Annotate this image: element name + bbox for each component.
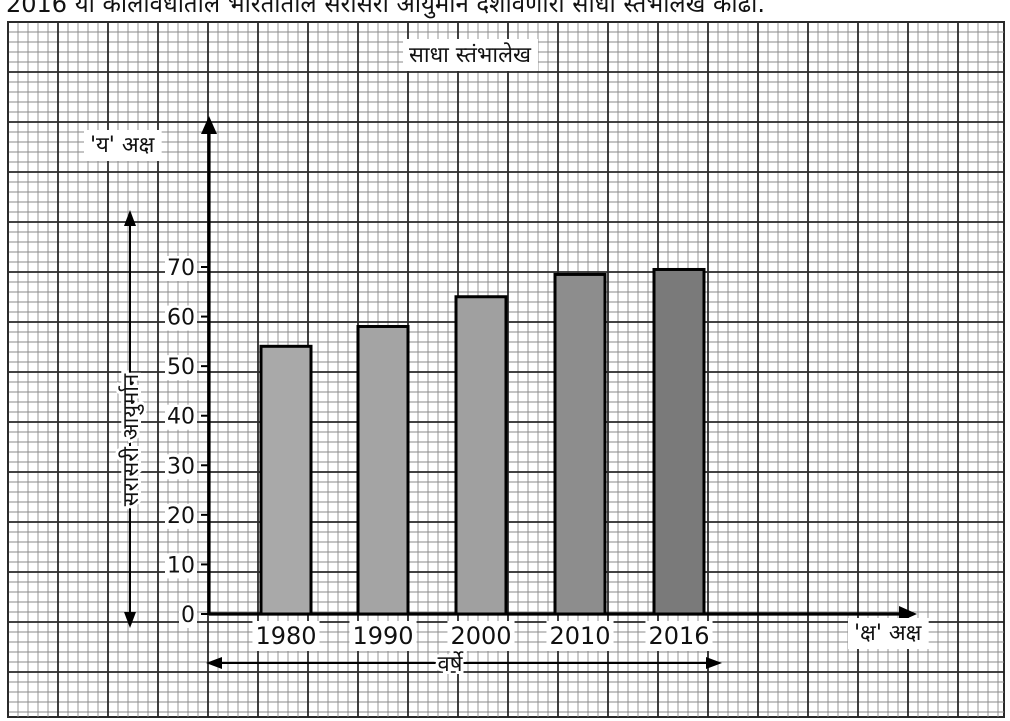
y-tick-background (165, 305, 197, 331)
y-axis-name-background (84, 130, 162, 161)
y-tick-40: 40 (165, 404, 209, 430)
bars (259, 267, 706, 616)
x-label-arrowhead-right (706, 657, 722, 669)
y-tick-labels: 0 10 20 30 40 50 60 70 (165, 256, 209, 628)
bar-1990 (356, 324, 410, 616)
x-tick-2010: 2010 (546, 621, 614, 651)
x-tick-1980: 1980 (252, 621, 320, 651)
y-label-arrowhead-top (124, 210, 136, 226)
y-tick-background (179, 603, 197, 628)
y-tick-label: 10 (167, 553, 195, 578)
cut-off-question-text: 2016 या कालावधीतील भारतातील सरासरी आयुर्… (6, 0, 765, 19)
x-axis-label: वर्षे (438, 651, 465, 677)
x-label-group: वर्षे (206, 648, 722, 680)
x-tick-labels: 1980 1990 2000 2010 2016 (252, 621, 713, 651)
x-tick-label: 2000 (450, 622, 511, 650)
y-tick-10: 10 (165, 553, 209, 579)
y-tick-label: 40 (167, 405, 195, 430)
y-tick-background (165, 355, 197, 381)
y-tick-background (165, 503, 197, 529)
y-axis-arrowhead (201, 116, 217, 134)
x-tick-background (447, 621, 515, 651)
y-tick-background (165, 404, 197, 430)
x-tick-background (546, 621, 614, 651)
y-tick-0: 0 (179, 603, 209, 628)
x-axis-name-background (848, 618, 929, 649)
x-tick-label: 2010 (549, 622, 610, 650)
y-tick-background (165, 553, 197, 579)
y-tick-label: 60 (167, 306, 195, 331)
y-tick-label: 20 (167, 504, 195, 529)
chart-title-background (403, 39, 538, 71)
x-tick-background (349, 621, 417, 651)
x-tick-label: 2016 (648, 622, 709, 650)
y-tick-60: 60 (165, 305, 209, 331)
bar-2016 (652, 267, 706, 616)
y-tick-background (165, 256, 197, 281)
x-tick-background (252, 621, 320, 651)
x-tick-2016: 2016 (645, 621, 713, 651)
y-axis-label: सरासरी आयुर्मान (118, 373, 144, 506)
x-tick-label: 1990 (352, 622, 413, 650)
y-tick-30: 30 (165, 454, 209, 480)
chart-title: साधा स्तंभालेख (409, 42, 532, 68)
x-axis-name: 'क्ष' अक्ष (854, 621, 923, 646)
bar-1980 (259, 344, 313, 616)
x-tick-2000: 2000 (447, 621, 515, 651)
y-tick-label: 70 (167, 256, 195, 281)
y-axis-name: 'य' अक्ष (90, 133, 156, 158)
y-label-arrowhead-bottom (124, 612, 136, 628)
y-tick-label: 30 (167, 454, 195, 479)
x-tick-1990: 1990 (349, 621, 417, 651)
x-tick-label: 1980 (255, 622, 316, 650)
y-tick-label: 50 (167, 355, 195, 380)
y-tick-background (165, 454, 197, 480)
x-label-arrowhead-left (206, 657, 222, 669)
bar-2010 (553, 272, 607, 616)
y-label-group: सरासरी आयुर्मान (115, 210, 147, 628)
y-tick-50: 50 (165, 355, 209, 381)
y-tick-20: 20 (165, 503, 209, 529)
y-tick-label: 0 (181, 603, 195, 628)
y-tick-70: 70 (165, 256, 209, 281)
x-tick-background (645, 621, 713, 651)
bar-2000 (454, 295, 508, 616)
